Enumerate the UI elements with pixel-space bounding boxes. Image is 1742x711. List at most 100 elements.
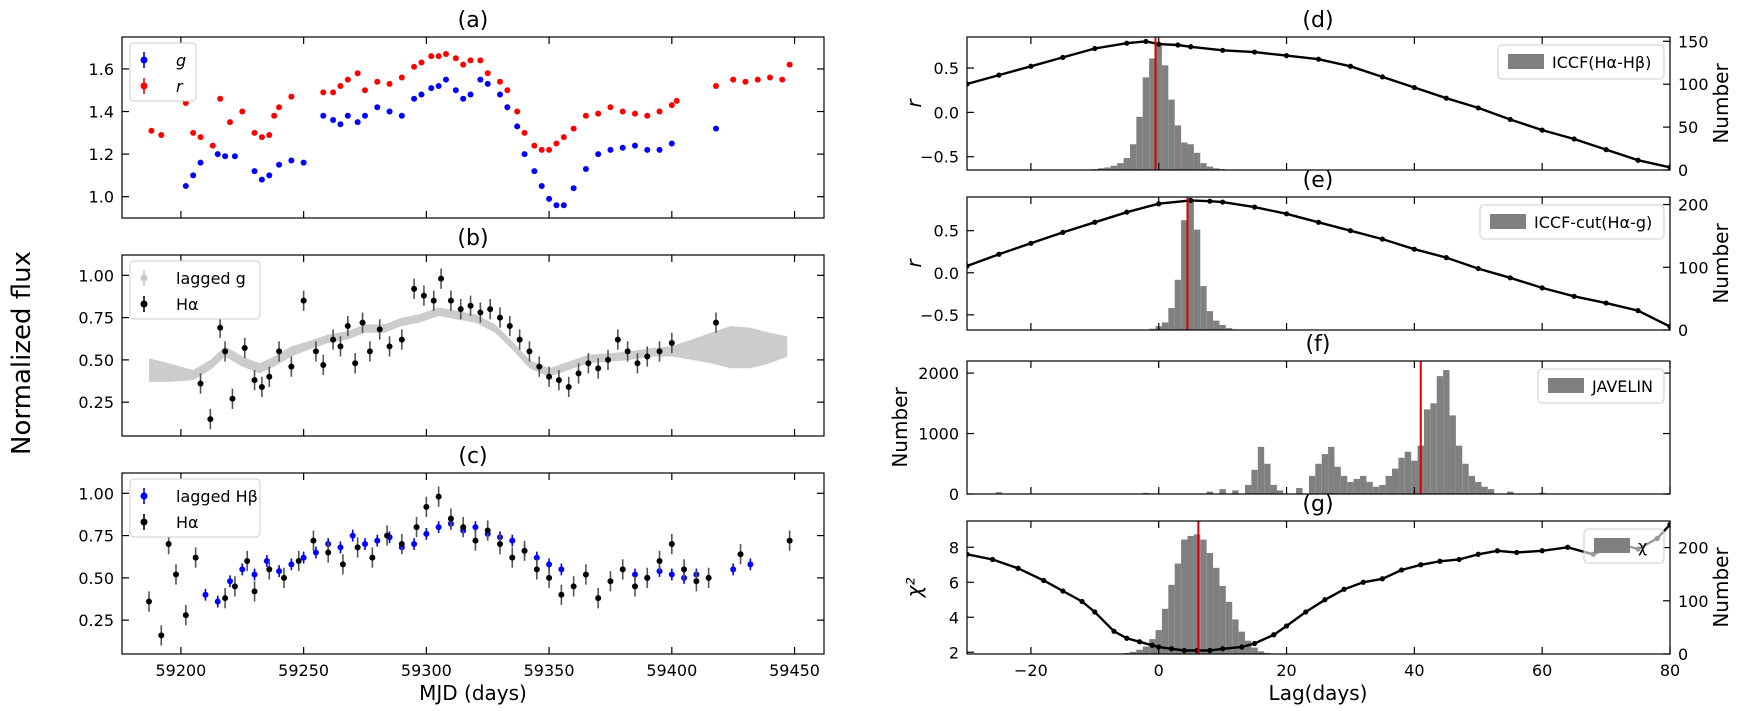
data-point [644,146,651,153]
y2-tick-label: 100 [1678,258,1709,277]
panel-b-title: (b) [457,226,488,251]
data-point [300,554,307,561]
histogram-bar [1276,490,1284,494]
data-point [558,591,565,598]
data-point [668,541,675,548]
series-h- [197,268,719,430]
panel-c-title: (c) [458,444,487,469]
line-marker [1181,647,1187,654]
data-point [713,319,719,326]
legend-swatch [1490,214,1526,229]
histogram-bar [1174,125,1182,170]
y-tick-label: 0.5 [934,222,959,241]
line-marker [967,263,970,269]
legend-marker [140,300,148,308]
data-point [423,503,430,510]
line-marker [1303,609,1309,615]
legend-label: lagged Hβ [176,487,258,506]
line-marker [1322,597,1328,603]
data-point [582,112,589,119]
data-point [693,578,700,585]
line-marker [1475,265,1481,272]
histogram-bar [1308,475,1316,494]
line-marker [1411,84,1417,91]
data-point [521,547,528,554]
histogram-bar [1219,489,1226,494]
data-point [504,104,511,111]
histogram-bar [1110,165,1118,170]
line-marker [1283,623,1290,629]
data-point [197,159,204,166]
line-marker [1571,136,1577,142]
line-marker [1149,642,1155,648]
histogram-bar [1225,601,1233,654]
y-tick-label: 0.0 [934,103,959,122]
histogram-bar [1149,328,1156,330]
panel-g-plot-area [967,521,1670,654]
series-h- [146,486,793,646]
y2-tick-label: 0 [1678,321,1688,340]
data-point [435,53,442,60]
histogram-bar [1129,651,1137,654]
data-point [288,561,295,568]
data-point [330,336,337,343]
data-point [418,91,425,98]
legend-label: lagged g [176,269,246,288]
legend-label: Hα [176,513,199,532]
data-point [411,63,418,70]
data-point [239,108,246,115]
histogram-bar [1321,454,1329,494]
data-point [310,537,317,544]
line-marker [1667,164,1670,170]
data-point [263,557,270,564]
y-tick-label: 2000 [918,364,959,383]
y-tick-label: 0 [949,485,959,504]
data-point [344,112,351,119]
data-point [266,373,273,380]
data-point [374,104,381,111]
panel-d-title: (d) [1302,8,1333,33]
data-point [146,598,152,605]
panel-g-frame [966,520,1671,655]
data-point [484,70,491,77]
line-marker [1092,609,1098,615]
data-point [217,95,224,102]
line-marker [1092,219,1098,225]
data-point [229,395,236,402]
legend-marker [140,518,148,526]
y-tick-label: 2 [949,643,959,662]
histogram-bar [1334,466,1341,494]
histogram-bar [1187,144,1194,170]
histogram-bar [1200,286,1207,330]
y-tick-label: 0.25 [78,611,114,630]
histogram-bar [1219,324,1226,330]
histogram-bar [1340,475,1348,494]
data-point [607,146,614,153]
data-point [487,306,494,313]
line-marker [1539,127,1545,133]
line-marker [1015,565,1021,571]
data-point [632,142,638,149]
line-marker [1136,639,1143,645]
y-tick-label: 1.0 [89,188,114,207]
data-point [533,566,540,573]
legend-label: ICCF-cut(Hα-g) [1534,213,1652,232]
data-point [158,632,165,639]
line-marker [1079,598,1085,605]
data-point [276,348,283,355]
line-marker [1507,275,1513,281]
line-marker [1494,548,1501,554]
data-point [570,583,577,590]
data-point [553,202,560,209]
histogram-bar [1404,451,1412,494]
data-point [632,583,638,590]
panel-g-title: (g) [1302,492,1333,517]
legend-swatch [1508,54,1544,69]
data-point [595,151,602,158]
data-point [747,561,754,568]
panel-d-plot-area [967,37,1670,170]
y-tick-label: 6 [949,573,959,592]
line-marker [1347,63,1354,69]
x-tick-label: 59200 [155,661,206,680]
data-point [231,583,238,590]
